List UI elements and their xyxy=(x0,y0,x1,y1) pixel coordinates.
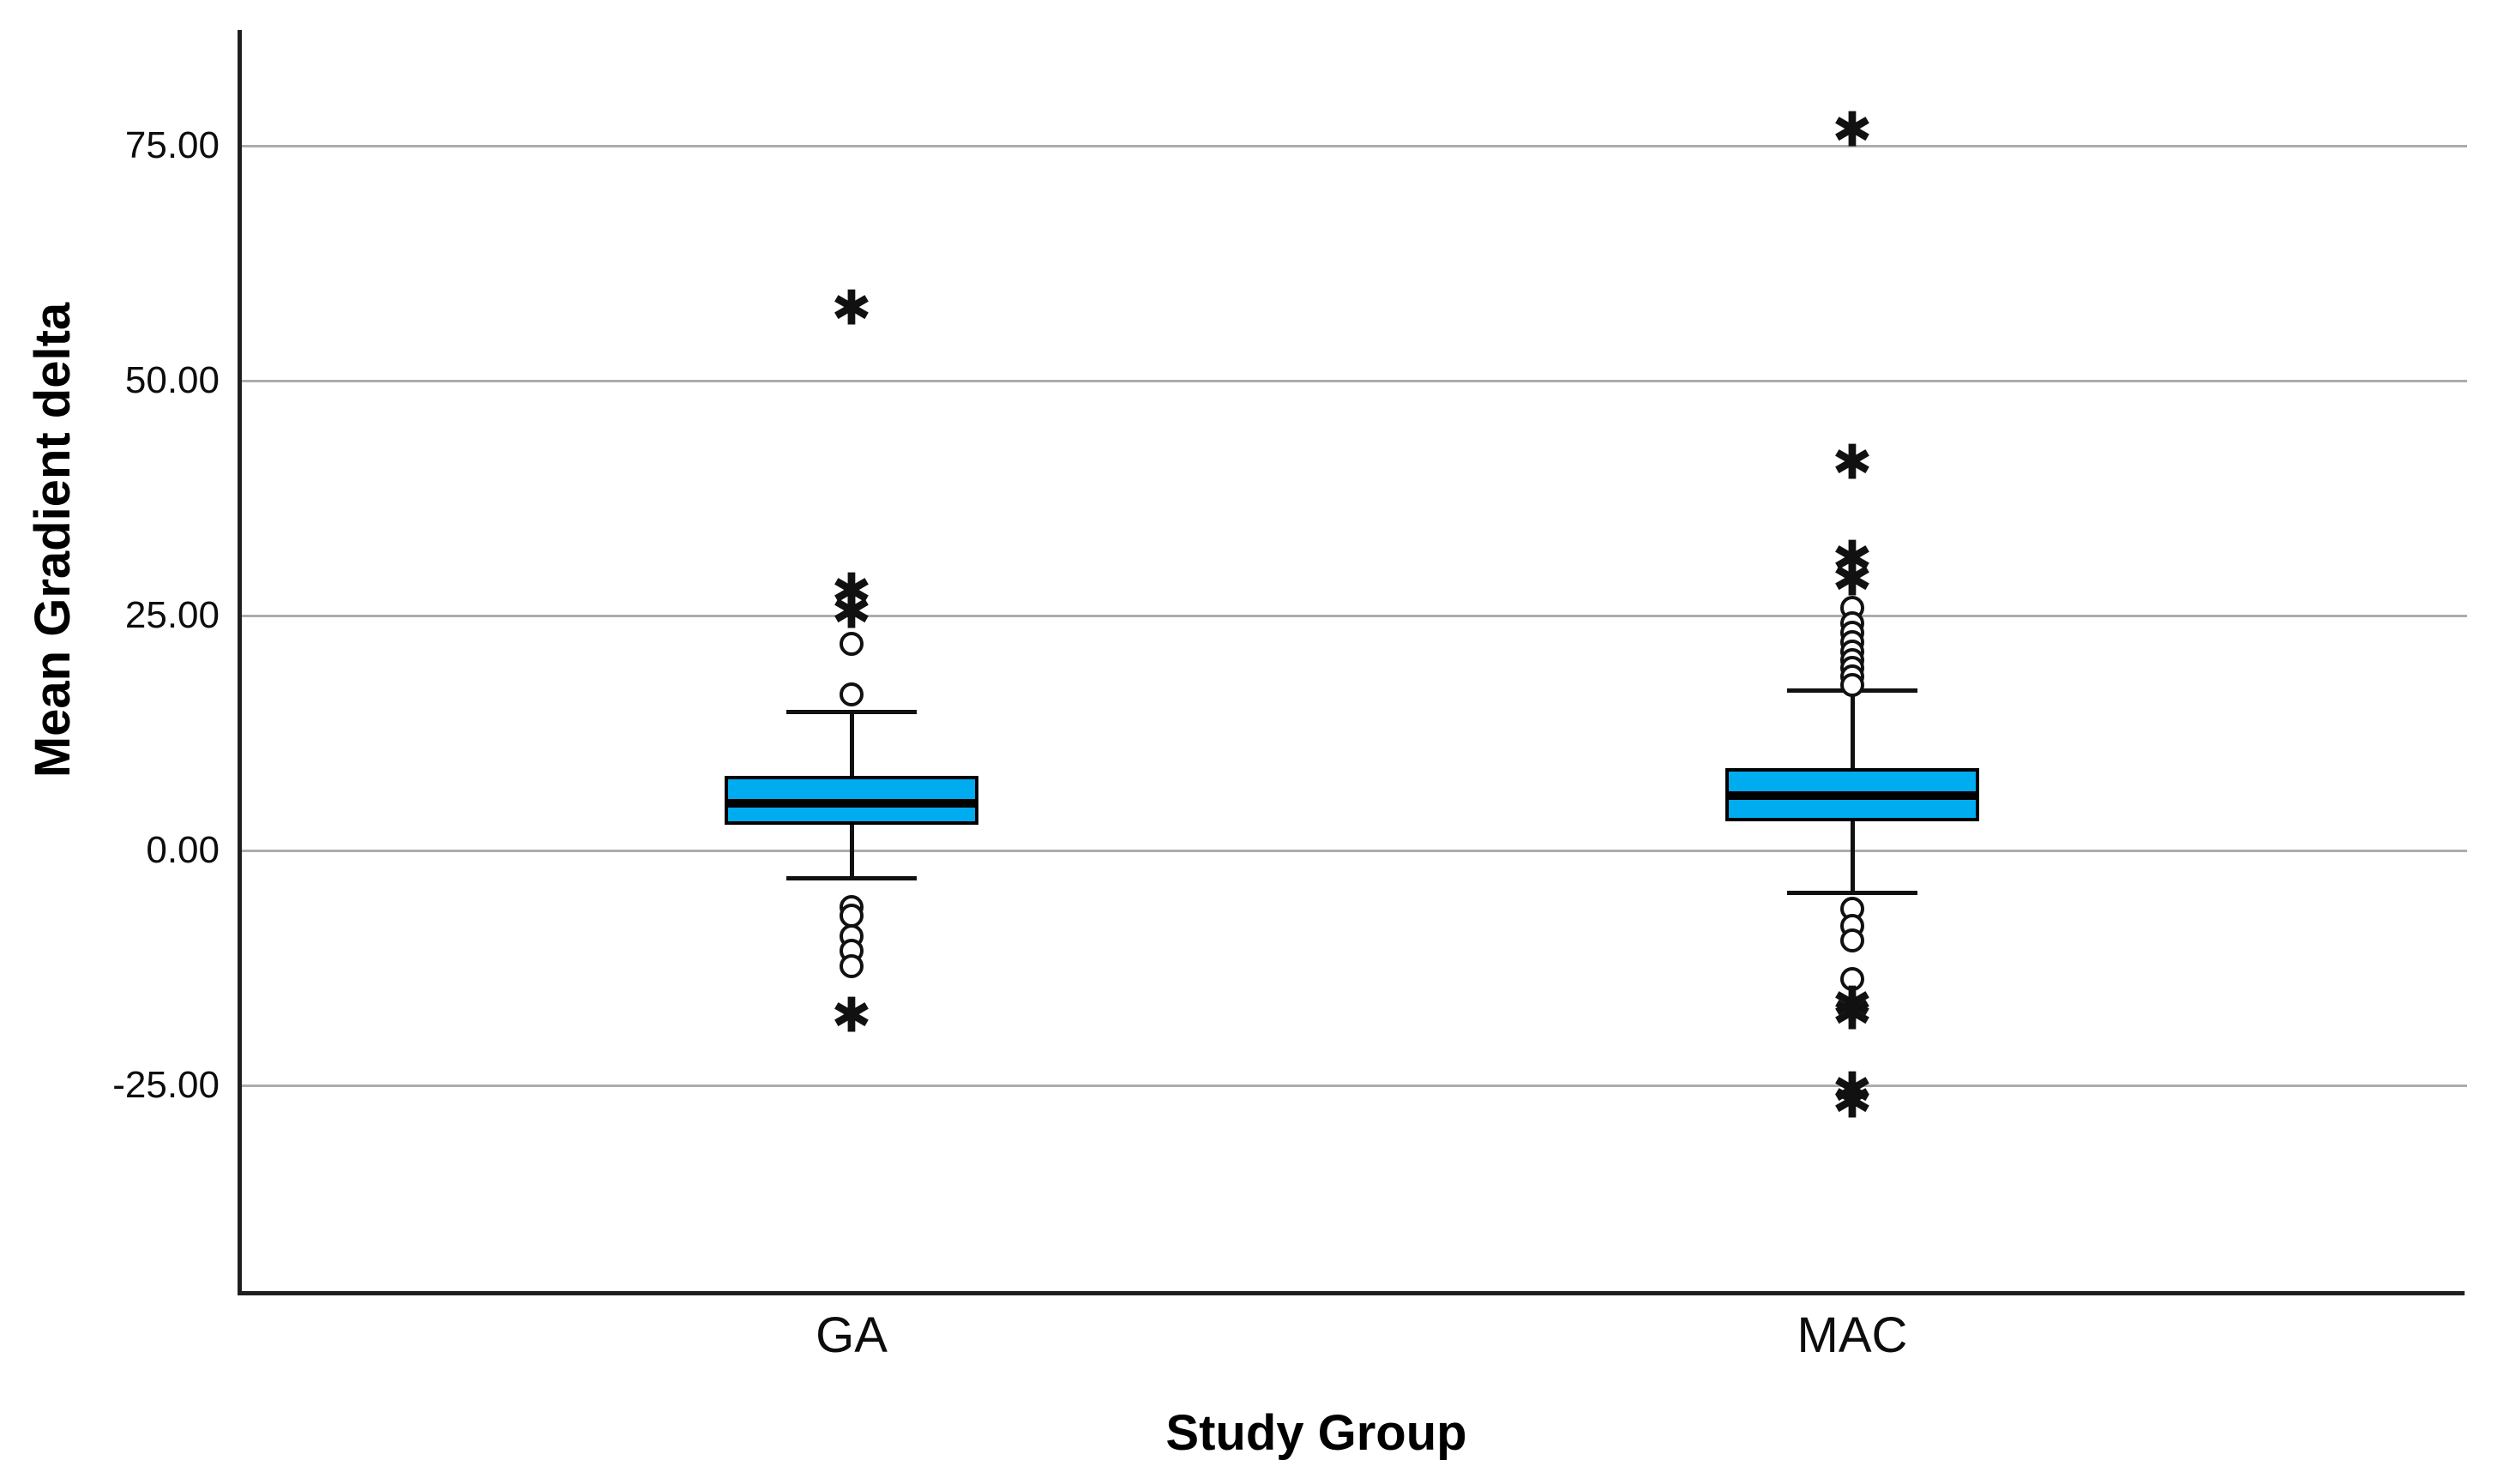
y-tick-label: 50.00 xyxy=(124,359,220,401)
outlier-circle xyxy=(1840,928,1864,953)
x-axis-line xyxy=(238,1291,2465,1295)
outlier-asterisk: ✱ xyxy=(1832,435,1873,490)
whisker-cap-lower xyxy=(786,876,917,881)
y-gridline xyxy=(240,144,2467,147)
outlier-asterisk: ✱ xyxy=(1832,976,1873,1031)
outlier-circle xyxy=(1840,673,1864,698)
outlier-asterisk: ✱ xyxy=(1832,102,1873,157)
outlier-circle xyxy=(840,953,864,978)
whisker-cap-upper xyxy=(786,710,917,715)
outlier-asterisk: ✱ xyxy=(831,563,872,618)
y-gridline xyxy=(240,614,2467,617)
outlier-circle xyxy=(840,682,864,707)
category-label: MAC xyxy=(1797,1307,1908,1363)
outlier-asterisk: ✱ xyxy=(1832,531,1873,586)
outlier-asterisk: ✱ xyxy=(1832,985,1873,1040)
outlier-asterisk: ✱ xyxy=(831,280,872,335)
y-axis-line xyxy=(238,30,242,1295)
median-line xyxy=(728,799,975,808)
outlier-asterisk: ✱ xyxy=(1832,1073,1873,1128)
y-tick-label: 75.00 xyxy=(124,124,220,166)
category-label: GA xyxy=(816,1307,888,1363)
x-axis-title: Study Group xyxy=(1165,1405,1467,1461)
outlier-asterisk: ✱ xyxy=(831,584,872,639)
y-tick-label: -25.00 xyxy=(112,1064,220,1106)
outlier-asterisk: ✱ xyxy=(1832,551,1873,606)
outlier-circle xyxy=(1840,967,1864,992)
y-gridline xyxy=(240,849,2467,852)
y-gridline xyxy=(240,379,2467,382)
outlier-asterisk: ✱ xyxy=(1832,1062,1873,1117)
outlier-asterisk: ✱ xyxy=(831,988,872,1042)
whisker-cap-lower xyxy=(1787,890,1917,895)
y-tick-label: 25.00 xyxy=(124,594,220,636)
outlier-circle xyxy=(840,631,864,656)
median-line xyxy=(1729,791,1976,801)
y-gridline xyxy=(240,1084,2467,1087)
y-tick-label: 0.00 xyxy=(146,829,220,871)
